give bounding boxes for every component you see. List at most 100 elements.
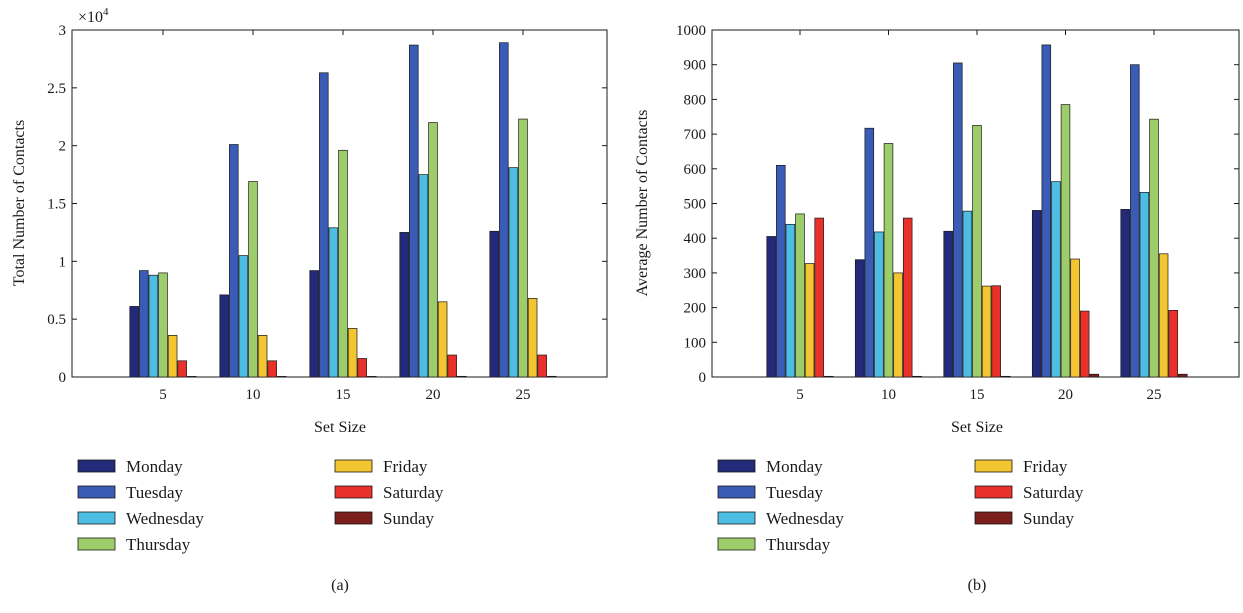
bar-monday-10 xyxy=(219,294,229,378)
y-tick-label: 1000 xyxy=(676,23,706,39)
legend-label: Wednesday xyxy=(766,509,844,528)
bar-monday-25 xyxy=(1120,209,1130,378)
legend-item-thursday: Thursday xyxy=(717,535,831,554)
x-axis: 5 10 15 20 25 xyxy=(159,30,531,403)
bar-thursday-15 xyxy=(338,149,348,378)
bar-tuesday-5 xyxy=(776,164,786,378)
bar-thursday-15 xyxy=(972,125,982,378)
bar-wednesday-10 xyxy=(874,231,884,378)
bar-friday-10 xyxy=(257,335,268,378)
x-tick-label: 15 xyxy=(336,387,351,403)
bar-saturday-15 xyxy=(357,358,367,378)
legend-item-sunday: Sunday xyxy=(974,509,1075,528)
y-tick-label: 3 xyxy=(59,23,67,39)
x-tick-label: 5 xyxy=(796,387,804,403)
bar-monday-5 xyxy=(766,236,776,378)
legend-label: Wednesday xyxy=(126,509,204,528)
bar-saturday-25 xyxy=(1168,310,1178,378)
legend-item-tuesday: Tuesday xyxy=(717,483,823,502)
bar-wednesday-25 xyxy=(1139,192,1150,378)
bar-tuesday-10 xyxy=(229,144,239,378)
y-tick-label: 800 xyxy=(684,92,707,108)
x-tick-label: 10 xyxy=(246,387,261,403)
bar-monday-15 xyxy=(309,270,319,378)
y-tick-label: 2.5 xyxy=(47,81,66,97)
legend-label: Friday xyxy=(1023,457,1068,476)
bar-monday-20 xyxy=(1031,210,1042,378)
legend-item-thursday: Thursday xyxy=(77,535,191,554)
bar-monday-20 xyxy=(399,232,409,378)
bar-sunday-20 xyxy=(1089,373,1100,378)
bar-thursday-25 xyxy=(1149,118,1159,378)
bar-wednesday-20 xyxy=(418,174,429,378)
bar-thursday-20 xyxy=(1060,104,1071,378)
legend-item-monday: Monday xyxy=(77,457,183,476)
legend-swatch xyxy=(334,511,373,525)
bar-thursday-25 xyxy=(518,118,528,378)
panel-caption: (a) xyxy=(331,577,349,594)
legend: Monday Tuesday Wednesday Thursday Friday Satu… xyxy=(717,457,1084,554)
y-tick-label: 100 xyxy=(684,335,707,351)
legend-item-wednesday: Wednesday xyxy=(77,509,204,528)
y-exponent-power: 4 xyxy=(103,6,109,18)
bar-thursday-5 xyxy=(795,213,805,378)
bar-wednesday-5 xyxy=(148,274,159,378)
legend-label: Monday xyxy=(126,457,183,476)
x-axis-title: Set Size xyxy=(951,419,1003,436)
legend-swatch xyxy=(717,511,756,525)
legend-label: Tuesday xyxy=(766,483,823,502)
bar-monday-25 xyxy=(489,230,499,378)
y-tick-label: 500 xyxy=(684,197,707,213)
y-axis-title: Average Number of Contacts xyxy=(634,110,651,297)
x-tick-label: 25 xyxy=(1147,387,1162,403)
bar-wednesday-5 xyxy=(785,223,796,378)
y-axis: 0 0.5 1 1.5 2 2.5 3 xyxy=(47,23,607,386)
bar-friday-15 xyxy=(981,285,992,378)
legend-item-saturday: Saturday xyxy=(334,483,444,502)
bar-tuesday-25 xyxy=(1130,64,1140,378)
legend-swatch xyxy=(717,459,756,473)
y-tick-label: 900 xyxy=(684,58,707,74)
bar-saturday-5 xyxy=(814,217,824,378)
bar-saturday-20 xyxy=(447,354,457,378)
bar-tuesday-10 xyxy=(864,127,875,378)
legend-swatch xyxy=(974,459,1013,473)
bar-friday-25 xyxy=(1158,253,1169,378)
legend-swatch xyxy=(334,485,373,499)
legend: Monday Tuesday Wednesday Thursday Friday Satu… xyxy=(77,457,444,554)
bar-friday-25 xyxy=(527,298,538,378)
bar-saturday-5 xyxy=(177,360,187,378)
legend-label: Tuesday xyxy=(126,483,183,502)
bar-sunday-20 xyxy=(457,375,467,378)
bar-wednesday-15 xyxy=(962,210,973,378)
bar-wednesday-25 xyxy=(508,167,519,378)
y-tick-label: 1.5 xyxy=(47,197,66,213)
bar-sunday-10 xyxy=(277,376,287,378)
y-tick-label: 0 xyxy=(59,370,67,386)
legend-swatch xyxy=(77,459,116,473)
legend-swatch xyxy=(77,485,116,499)
bar-tuesday-25 xyxy=(499,42,509,378)
bar-monday-10 xyxy=(854,259,865,378)
bar-monday-5 xyxy=(129,306,139,378)
legend-item-friday: Friday xyxy=(334,457,428,476)
panel-b: 0 100 200 300 400 500 600 700 800 900 1000 5 10 15 20… xyxy=(634,23,1240,594)
y-tick-label: 600 xyxy=(684,162,707,178)
legend-swatch xyxy=(717,537,756,551)
y-tick-label: 0 xyxy=(699,370,707,386)
bar-saturday-10 xyxy=(902,217,913,378)
bar-wednesday-20 xyxy=(1051,181,1061,378)
y-tick-label: 700 xyxy=(684,127,707,143)
legend-label: Friday xyxy=(383,457,428,476)
bar-friday-10 xyxy=(893,272,903,378)
x-axis-title: Set Size xyxy=(314,419,366,436)
x-tick-label: 25 xyxy=(516,387,531,403)
y-tick-label: 300 xyxy=(684,266,707,282)
bar-thursday-10 xyxy=(883,143,894,378)
legend-swatch xyxy=(974,485,1013,499)
bar-thursday-20 xyxy=(428,122,438,378)
legend-label: Sunday xyxy=(383,509,435,528)
bar-sunday-5 xyxy=(824,375,834,378)
y-tick-label: 200 xyxy=(684,301,707,317)
